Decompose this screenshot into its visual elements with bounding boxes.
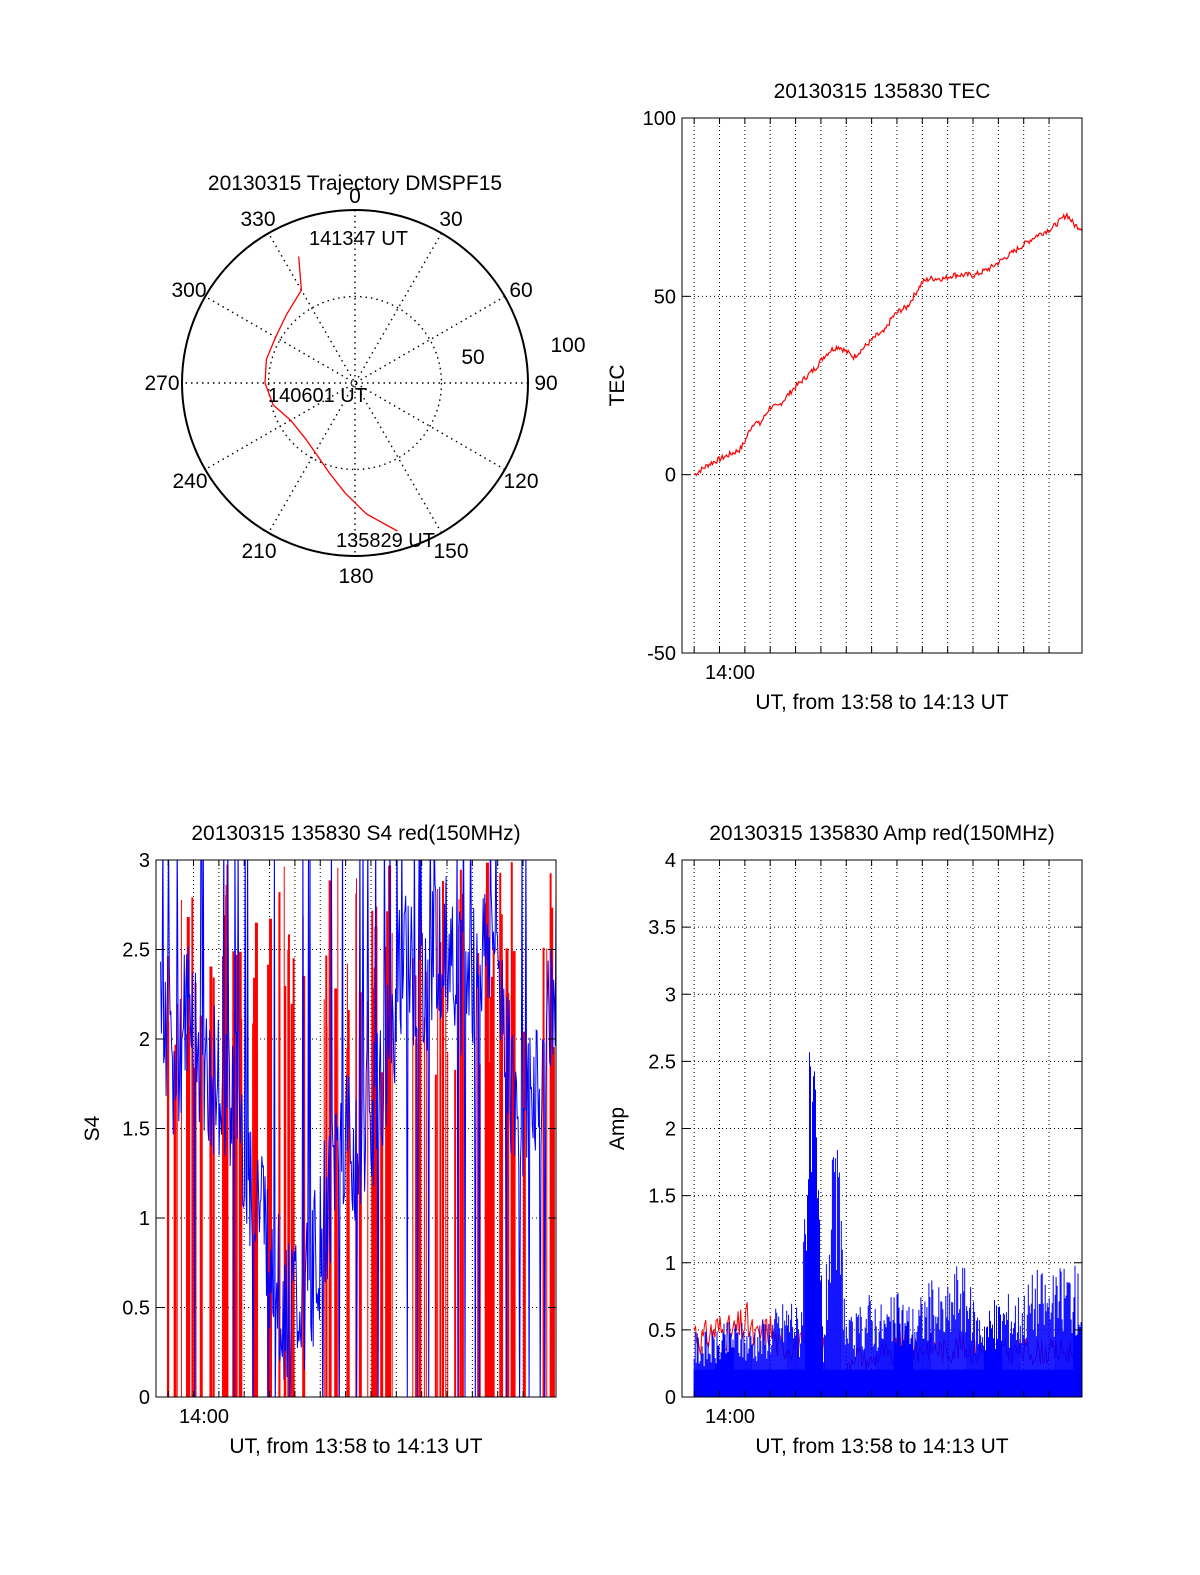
y-tick-label: 50 <box>654 286 676 308</box>
y-axis-label: Amp <box>606 1107 629 1150</box>
x-axis-label: UT, from 13:58 to 14:13 UT <box>229 1435 482 1458</box>
radial-spoke <box>267 232 443 534</box>
y-tick-label: 1.5 <box>122 1119 150 1141</box>
ticks <box>682 117 1082 654</box>
chart-title: 20130315 135830 TEC <box>774 80 991 103</box>
chart-title: 20130315 Trajectory DMSPF15 <box>208 172 502 195</box>
y-tick-label: 0 <box>665 465 676 487</box>
radial-spoke <box>267 232 443 534</box>
y-axis-label: TEC <box>606 365 629 407</box>
y-tick-label: 2 <box>139 1029 150 1051</box>
angle-label: 30 <box>439 208 462 231</box>
radial-label: 50 <box>461 346 484 369</box>
y-tick-label: 1 <box>665 1253 676 1275</box>
angle-label: 0 <box>349 185 361 208</box>
y-axis-label: S4 <box>81 1115 104 1141</box>
y-tick-label: 100 <box>643 108 676 130</box>
point-label-end: 141347 UT <box>309 228 408 250</box>
y-tick-label: 0 <box>139 1387 150 1409</box>
polar-grid <box>182 210 528 556</box>
y-tick-label: 0 <box>665 1387 676 1409</box>
y-tick-label: 4 <box>665 850 676 872</box>
ticks <box>156 859 556 1398</box>
chart-trajectory: 0 30 60 90 120 150 180 210 240 270 300 330 50 100 2013… <box>144 172 585 588</box>
x-tick-label: 14:00 <box>705 662 755 684</box>
angle-label: 120 <box>503 470 538 493</box>
x-tick-label: 14:00 <box>705 1406 755 1428</box>
y-tick-label: 0.5 <box>122 1298 150 1320</box>
y-tick-label: 3.5 <box>648 917 676 939</box>
y-tick-label: 0.5 <box>648 1320 676 1342</box>
y-tick-label: 3 <box>665 984 676 1006</box>
radial-spoke <box>204 295 506 471</box>
ticks <box>682 859 1082 1398</box>
y-tick-label: 2.5 <box>648 1051 676 1073</box>
y-tick-label: 1.5 <box>648 1186 676 1208</box>
amp-blue-floor <box>693 1369 1082 1397</box>
chart-amp: 0 0.5 1 1.5 2 2.5 3 3.5 4 20130315 135830 Amp red… <box>606 822 1083 1458</box>
plot-area <box>693 211 1082 477</box>
plot-area <box>160 860 556 1397</box>
series-tec-line <box>693 211 1082 477</box>
ring-50 <box>267 295 443 471</box>
angle-label: 300 <box>171 279 206 302</box>
grid <box>682 118 1082 653</box>
series-amp-blue <box>693 1052 1082 1397</box>
chart-s4: 0 0.5 1 1.5 2 2.5 3 20130315 135830 S4 red(150M… <box>81 822 557 1458</box>
point-label-mid: 140601 UT <box>268 385 367 407</box>
angle-label: 90 <box>534 372 557 395</box>
y-tick-label: 1 <box>139 1208 150 1230</box>
series-s4-blue-line <box>160 860 556 1397</box>
x-axis-label: UT, from 13:58 to 14:13 UT <box>755 691 1008 714</box>
y-tick-label: -50 <box>647 643 676 665</box>
angle-label: 150 <box>433 540 468 563</box>
plot-area <box>693 1052 1082 1397</box>
angle-label: 270 <box>144 372 179 395</box>
y-tick-label: 3 <box>139 850 150 872</box>
point-label-start: 135829 UT <box>336 530 435 552</box>
trajectory-track <box>264 256 398 532</box>
chart-title: 20130315 135830 Amp red(150MHz) <box>709 822 1055 845</box>
y-tick-label: 2 <box>665 1119 676 1141</box>
x-axis-label: UT, from 13:58 to 14:13 UT <box>755 1435 1008 1458</box>
angle-label: 240 <box>172 470 207 493</box>
angle-label: 330 <box>240 208 275 231</box>
ring-outer <box>181 209 529 557</box>
x-tick-label: 14:00 <box>179 1406 229 1428</box>
radial-label: 100 <box>550 334 585 357</box>
angle-label: 60 <box>509 279 532 302</box>
plot-frame <box>681 117 1083 654</box>
chart-title: 20130315 135830 S4 red(150MHz) <box>191 822 520 845</box>
grid <box>682 860 1082 1397</box>
y-tick-label: 2.5 <box>122 940 150 962</box>
angle-label: 180 <box>338 565 373 588</box>
angle-label: 210 <box>241 540 276 563</box>
radial-spoke <box>204 295 506 471</box>
